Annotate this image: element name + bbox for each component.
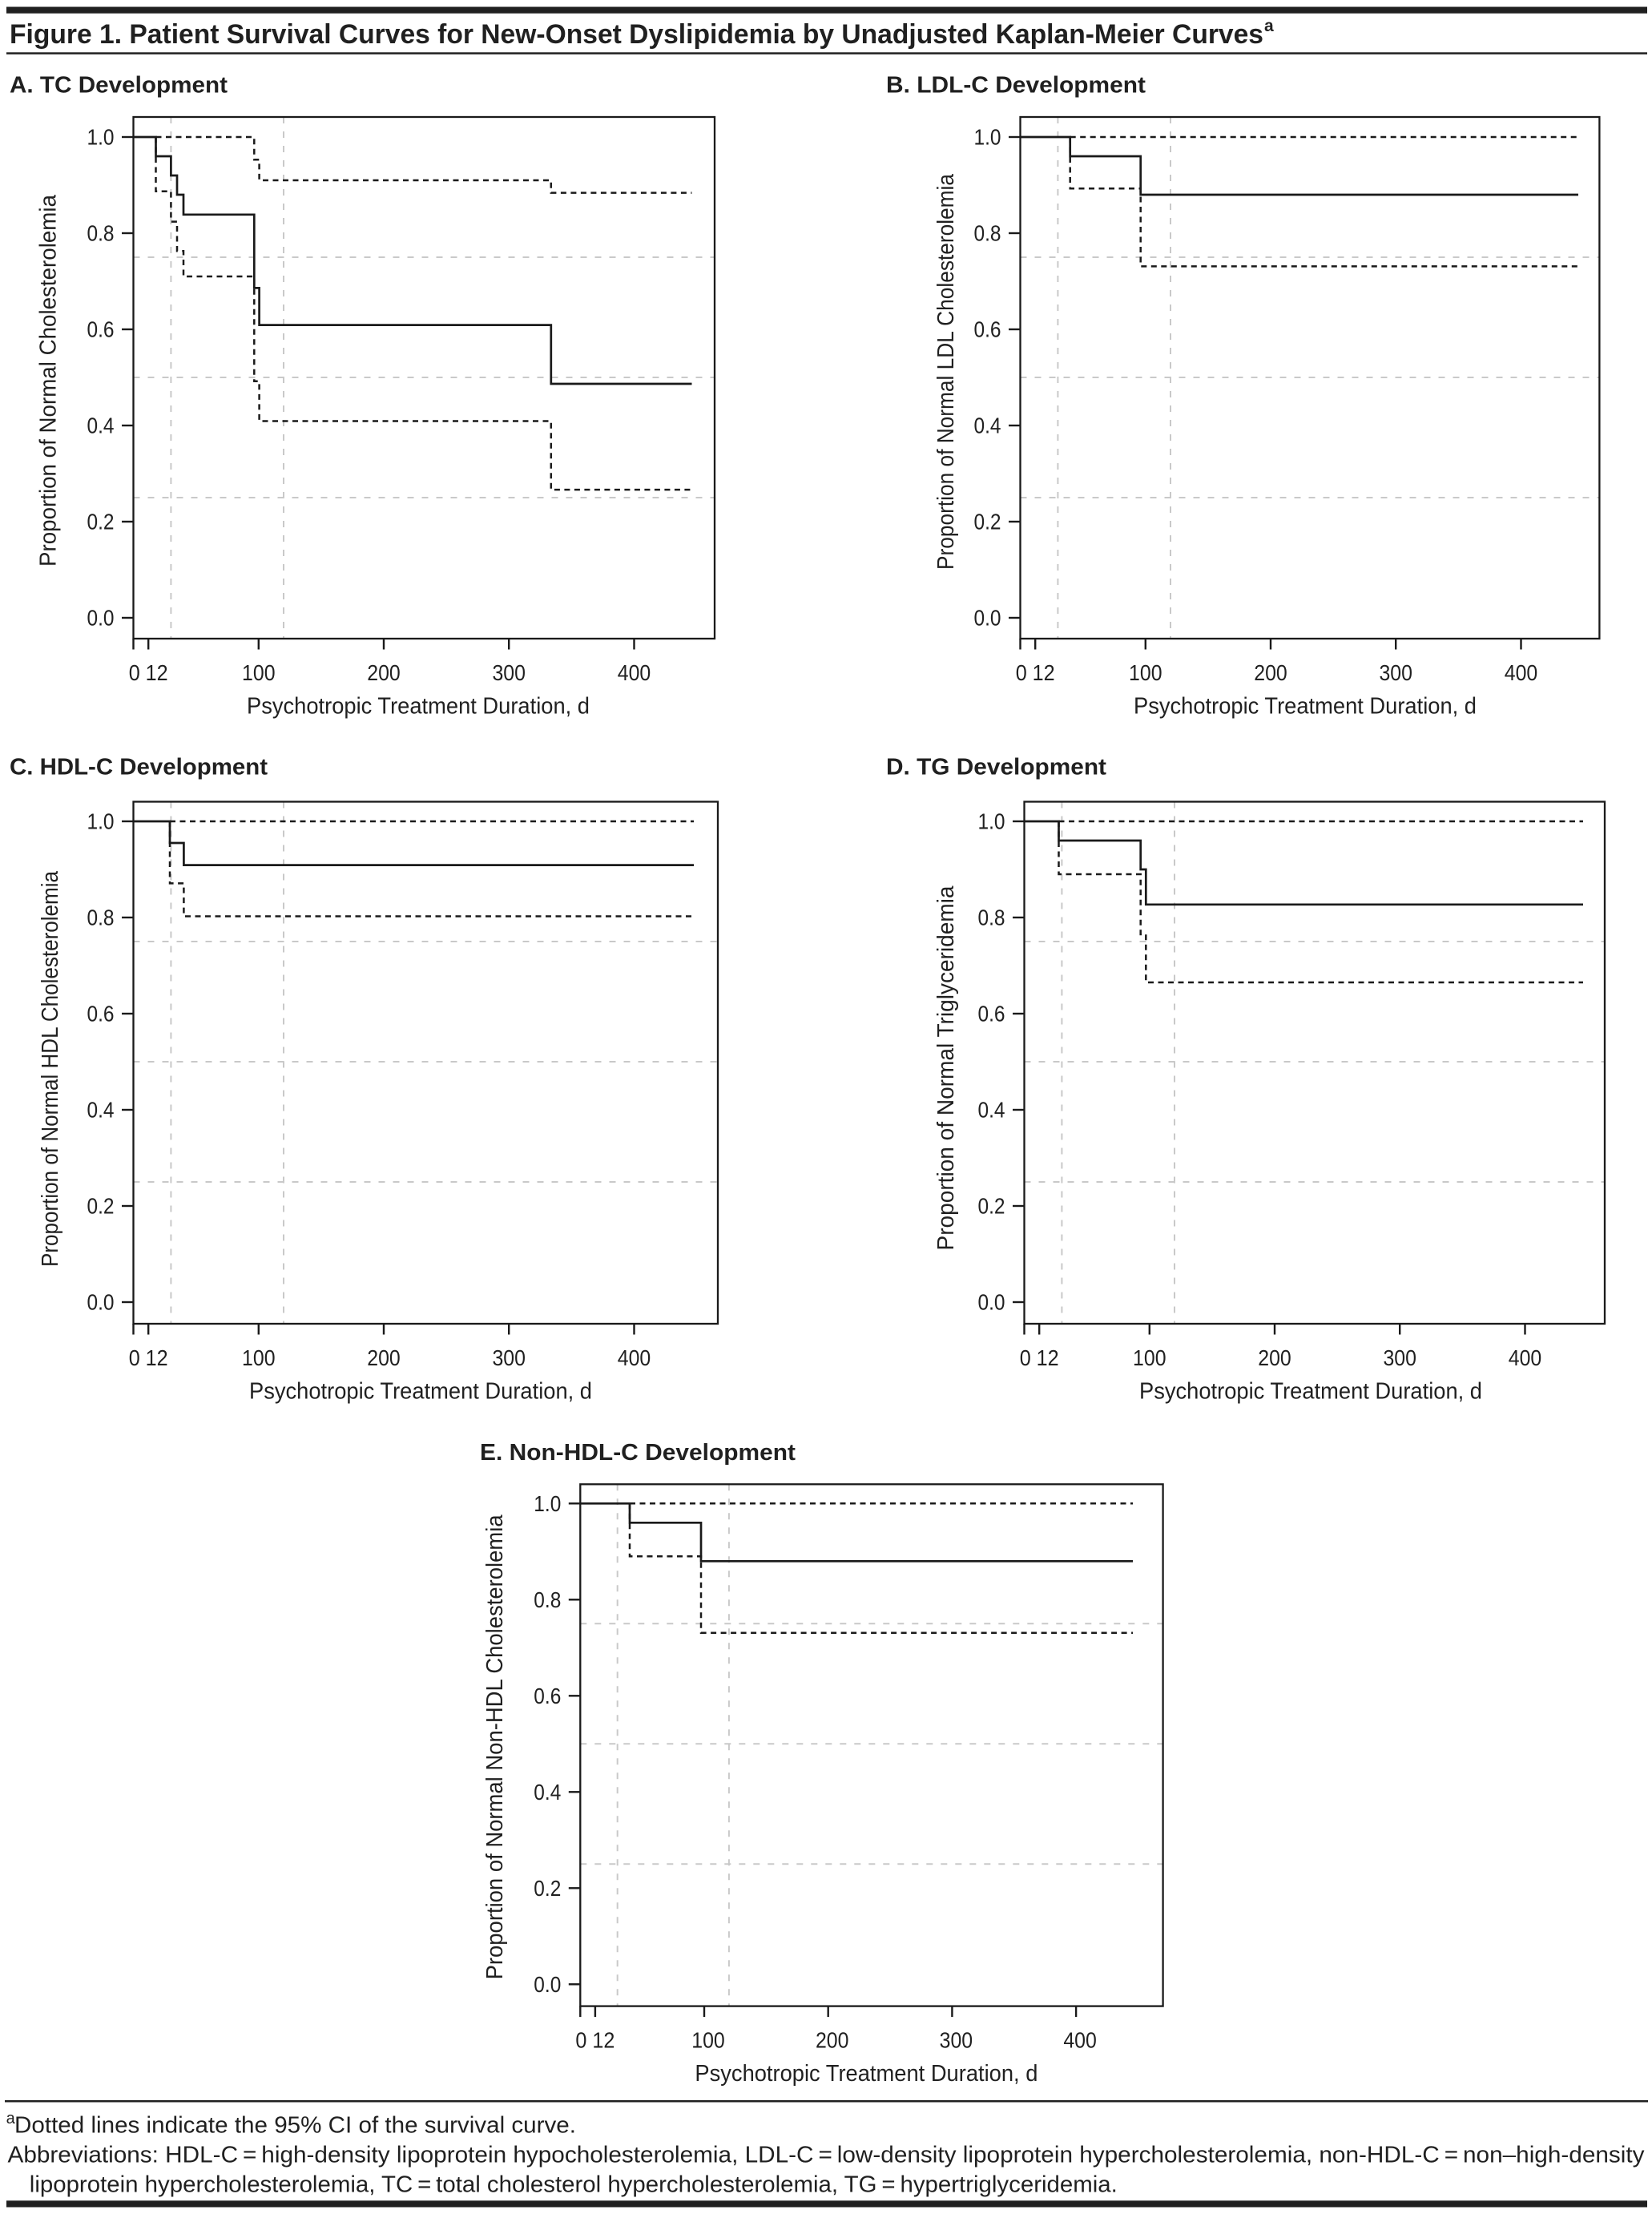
svg-text:Psychotropic Treatment Duratio: Psychotropic Treatment Duration, d xyxy=(247,694,590,720)
svg-text:1.0: 1.0 xyxy=(534,1491,561,1516)
svg-text:0.6: 0.6 xyxy=(974,317,1001,342)
svg-text:0.6: 0.6 xyxy=(87,317,115,342)
svg-text:Proportion of Normal LDL Chole: Proportion of Normal LDL Cholesterolemia xyxy=(933,173,959,570)
svg-text:Psychotropic Treatment Duratio: Psychotropic Treatment Duration, d xyxy=(1139,1379,1482,1405)
svg-text:0.0: 0.0 xyxy=(87,1290,115,1315)
svg-text:0.2: 0.2 xyxy=(87,1194,115,1219)
svg-text:C. HDL-C Development: C. HDL-C Development xyxy=(10,755,268,780)
svg-text:0.2: 0.2 xyxy=(974,510,1001,534)
svg-text:0.4: 0.4 xyxy=(974,413,1001,438)
svg-text:400: 400 xyxy=(1063,2028,1097,2053)
svg-text:0 12: 0 12 xyxy=(575,2028,614,2053)
svg-text:0 12: 0 12 xyxy=(129,1345,168,1370)
svg-text:300: 300 xyxy=(940,2028,973,2053)
svg-text:0.2: 0.2 xyxy=(534,1876,561,1901)
svg-text:0.4: 0.4 xyxy=(534,1780,561,1805)
svg-text:200: 200 xyxy=(1258,1345,1291,1370)
svg-text:0.4: 0.4 xyxy=(978,1098,1005,1123)
svg-text:A. TC Development: A. TC Development xyxy=(10,73,228,99)
svg-text:a: a xyxy=(1264,17,1274,35)
svg-text:300: 300 xyxy=(1383,1345,1416,1370)
svg-text:Proportion of Normal Triglycer: Proportion of Normal Triglyceridemia xyxy=(933,885,959,1251)
svg-text:a: a xyxy=(6,2110,16,2127)
svg-text:1.0: 1.0 xyxy=(87,125,115,150)
svg-text:Psychotropic Treatment Duratio: Psychotropic Treatment Duration, d xyxy=(249,1379,592,1405)
svg-text:100: 100 xyxy=(1133,1345,1166,1370)
svg-text:Abbreviations: HDL-C = high-de: Abbreviations: HDL-C = high-density lipo… xyxy=(8,2143,1646,2168)
svg-text:300: 300 xyxy=(1379,660,1412,685)
svg-text:0.8: 0.8 xyxy=(87,221,115,246)
svg-text:400: 400 xyxy=(1505,660,1538,685)
svg-text:0.4: 0.4 xyxy=(87,413,115,438)
svg-text:0.8: 0.8 xyxy=(978,905,1005,930)
svg-text:400: 400 xyxy=(618,1345,651,1370)
svg-text:0.0: 0.0 xyxy=(974,606,1001,631)
svg-text:lipoprotein hypercholesterolem: lipoprotein hypercholesterolemia, TC = t… xyxy=(30,2172,1118,2198)
svg-text:100: 100 xyxy=(691,2028,725,2053)
svg-text:0.2: 0.2 xyxy=(87,510,115,534)
svg-text:0.6: 0.6 xyxy=(87,1002,115,1026)
svg-text:100: 100 xyxy=(1129,660,1162,685)
svg-text:Proportion of Normal Cholester: Proportion of Normal Cholesterolemia xyxy=(36,194,62,567)
svg-text:Proportion of Normal HDL Chole: Proportion of Normal HDL Cholesterolemia xyxy=(38,870,63,1267)
svg-text:0.6: 0.6 xyxy=(534,1684,561,1708)
svg-text:0 12: 0 12 xyxy=(1020,1345,1059,1370)
svg-text:400: 400 xyxy=(618,660,651,685)
svg-text:Psychotropic Treatment Duratio: Psychotropic Treatment Duration, d xyxy=(1134,694,1477,720)
svg-text:0 12: 0 12 xyxy=(129,660,168,685)
svg-text:300: 300 xyxy=(492,660,526,685)
svg-text:0.0: 0.0 xyxy=(978,1290,1005,1315)
svg-text:0.8: 0.8 xyxy=(87,905,115,930)
svg-text:0.8: 0.8 xyxy=(534,1587,561,1612)
svg-text:Proportion of Normal Non-HDL C: Proportion of Normal Non-HDL Cholesterol… xyxy=(482,1514,508,1980)
svg-text:Figure 1. Patient Survival Cur: Figure 1. Patient Survival Curves for Ne… xyxy=(10,19,1263,50)
svg-text:1.0: 1.0 xyxy=(974,125,1001,150)
svg-text:0.4: 0.4 xyxy=(87,1098,115,1123)
svg-text:100: 100 xyxy=(242,660,276,685)
svg-text:E. Non-HDL-C Development: E. Non-HDL-C Development xyxy=(480,1440,796,1466)
svg-text:200: 200 xyxy=(367,660,401,685)
svg-text:1.0: 1.0 xyxy=(87,809,115,834)
svg-text:200: 200 xyxy=(367,1345,401,1370)
svg-text:0.0: 0.0 xyxy=(87,606,115,631)
svg-text:300: 300 xyxy=(492,1345,526,1370)
svg-text:D. TG Development: D. TG Development xyxy=(886,755,1106,780)
svg-text:0.2: 0.2 xyxy=(978,1194,1005,1219)
svg-text:100: 100 xyxy=(242,1345,276,1370)
svg-text:Dotted lines indicate the 95%: Dotted lines indicate the 95% CI of the … xyxy=(14,2113,576,2139)
svg-text:200: 200 xyxy=(1254,660,1287,685)
svg-text:0.0: 0.0 xyxy=(534,1972,561,1997)
svg-text:0.8: 0.8 xyxy=(974,221,1001,246)
svg-text:Psychotropic Treatment Duratio: Psychotropic Treatment Duration, d xyxy=(695,2061,1038,2087)
svg-text:0.6: 0.6 xyxy=(978,1002,1005,1026)
svg-text:1.0: 1.0 xyxy=(978,809,1005,834)
svg-text:200: 200 xyxy=(816,2028,849,2053)
svg-text:B. LDL-C Development: B. LDL-C Development xyxy=(886,73,1146,99)
svg-text:0 12: 0 12 xyxy=(1016,660,1055,685)
svg-text:400: 400 xyxy=(1509,1345,1542,1370)
